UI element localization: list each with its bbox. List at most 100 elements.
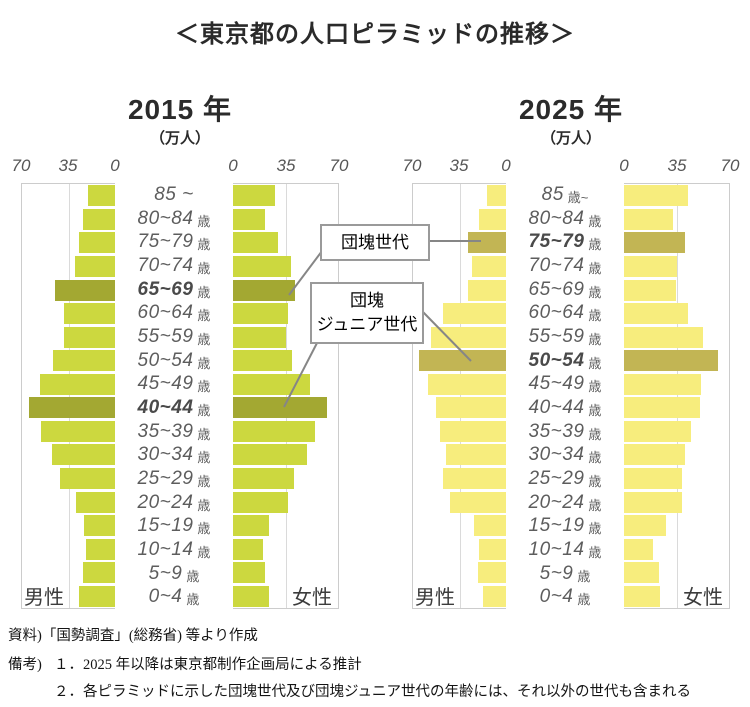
population-bar bbox=[479, 538, 506, 560]
age-group-label: 65~69 歳 bbox=[528, 278, 602, 300]
pyramid-2015: 2015 年 （万人） 70 35 0 0 35 70 85 ~80~84 歳 75~79 歳… bbox=[12, 94, 348, 609]
population-bar bbox=[233, 562, 265, 584]
population-bar bbox=[74, 255, 115, 277]
annotation-dankai-generation: 団塊世代 bbox=[320, 224, 430, 261]
population-bar bbox=[428, 373, 506, 395]
age-group-label: 45~49 歳 bbox=[137, 373, 211, 395]
x-axis-ticks-female-2015: 0 35 70 bbox=[228, 156, 348, 178]
population-bar bbox=[59, 468, 115, 490]
population-bar bbox=[445, 444, 506, 466]
axis-tick: 70 bbox=[11, 156, 31, 175]
axis-tick: 0 bbox=[228, 156, 238, 175]
population-bar bbox=[82, 208, 115, 230]
axis-tick: 35 bbox=[276, 156, 296, 175]
population-bar bbox=[29, 397, 115, 419]
population-bar bbox=[624, 255, 677, 277]
population-bar bbox=[233, 468, 294, 490]
population-bar bbox=[624, 491, 682, 513]
population-bar bbox=[233, 538, 264, 560]
male-bars-panel-2015 bbox=[21, 183, 115, 609]
axis-tick: 0 bbox=[501, 156, 511, 175]
annotation-text: 団塊世代 bbox=[341, 232, 409, 252]
age-group-label: 80~84 歳 bbox=[137, 207, 211, 229]
axis-tick: 35 bbox=[58, 156, 78, 175]
population-bar bbox=[468, 279, 506, 301]
population-bar bbox=[624, 468, 682, 490]
population-bar bbox=[477, 562, 506, 584]
chart-unit-label-2015: （万人） bbox=[149, 130, 210, 147]
female-bars-panel-2025 bbox=[624, 183, 730, 609]
x-axis-ticks-male-2025: 70 35 0 bbox=[403, 156, 511, 178]
population-bar bbox=[624, 208, 673, 230]
population-bar bbox=[442, 468, 506, 490]
population-bar bbox=[233, 491, 288, 513]
population-bar bbox=[487, 185, 506, 207]
axis-tick: 70 bbox=[402, 156, 422, 175]
population-bar bbox=[449, 491, 506, 513]
age-group-label: 10~14 歳 bbox=[528, 538, 602, 560]
population-bar bbox=[440, 420, 506, 442]
age-group-label: 50~54 歳 bbox=[528, 349, 602, 371]
age-group-label: 0~4 歳 bbox=[539, 586, 591, 608]
axis-tick: 0 bbox=[110, 156, 120, 175]
chart-year-title-2025: 2025 年 bbox=[518, 94, 624, 125]
population-bar bbox=[233, 255, 291, 277]
population-bar bbox=[233, 420, 315, 442]
age-group-label: 75~79 歳 bbox=[528, 231, 602, 253]
population-bar bbox=[64, 303, 115, 325]
population-bar bbox=[624, 538, 653, 560]
annotation-text-line1: 団塊 bbox=[350, 291, 384, 311]
population-bar bbox=[624, 562, 659, 584]
population-bar bbox=[233, 585, 270, 607]
age-group-label: 55~59 歳 bbox=[137, 325, 211, 347]
axis-tick: 35 bbox=[449, 156, 469, 175]
population-bar bbox=[39, 373, 115, 395]
population-bar bbox=[64, 326, 115, 348]
gridline-35 bbox=[676, 184, 678, 608]
female-series-label: 女性 bbox=[683, 587, 723, 609]
age-group-label: 85 ~ bbox=[154, 183, 194, 205]
population-bar bbox=[624, 185, 688, 207]
population-bar bbox=[418, 350, 506, 372]
x-axis-ticks-female-2025: 0 35 70 bbox=[619, 156, 739, 178]
population-bar bbox=[624, 279, 676, 301]
population-bar bbox=[233, 444, 308, 466]
age-group-label: 55~59 歳 bbox=[528, 325, 602, 347]
source-note: 資料)「国勢調査」(総務省) 等より作成 bbox=[8, 628, 258, 644]
age-labels-column-2015: 85 ~80~84 歳 75~79 歳 70~74 歳 65~69 歳 60~64 歳 55~59 歳… bbox=[115, 183, 233, 609]
population-bar bbox=[233, 232, 279, 254]
axis-tick: 35 bbox=[667, 156, 687, 175]
annotation-text-line2: ジュニア世代 bbox=[316, 315, 418, 334]
population-bar bbox=[479, 208, 506, 230]
population-bar bbox=[233, 397, 327, 419]
chart-year-title-2015: 2015 年 bbox=[127, 94, 233, 125]
age-group-label: 30~34 歳 bbox=[137, 444, 211, 466]
age-group-label: 65~69 歳 bbox=[137, 278, 211, 300]
population-bar bbox=[624, 515, 667, 537]
age-group-label: 25~29 歳 bbox=[528, 467, 602, 489]
pyramid-2025: 2025 年 （万人） 70 35 0 0 35 70 85 歳~ 80~84 歳 75~79 歳… bbox=[403, 94, 739, 609]
population-bar bbox=[233, 279, 296, 301]
remarks-block: 備考) １．2025 年以降は東京都制作企画局による推計 ２．各ピラミッドに示し… bbox=[8, 653, 746, 707]
age-group-label: 40~44 歳 bbox=[528, 396, 602, 418]
population-bar bbox=[624, 303, 688, 325]
population-bar bbox=[82, 562, 115, 584]
age-group-label: 50~54 歳 bbox=[137, 349, 211, 371]
population-bar bbox=[430, 326, 506, 348]
axis-tick: 70 bbox=[720, 156, 740, 175]
age-group-label: 25~29 歳 bbox=[137, 467, 211, 489]
female-series-label: 女性 bbox=[292, 587, 332, 609]
population-bar bbox=[624, 232, 685, 254]
age-group-label: 70~74 歳 bbox=[528, 254, 602, 276]
age-group-label: 85 歳~ bbox=[541, 183, 589, 205]
population-bar bbox=[624, 350, 718, 372]
population-bar bbox=[233, 303, 288, 325]
age-group-label: 35~39 歳 bbox=[137, 420, 211, 442]
population-bar bbox=[624, 373, 702, 395]
remark-1: １．2025 年以降は東京都制作企画局による推計 bbox=[54, 657, 362, 673]
population-bar bbox=[624, 444, 685, 466]
age-group-label: 60~64 歳 bbox=[528, 302, 602, 324]
population-bar bbox=[624, 326, 703, 348]
age-group-label: 15~19 歳 bbox=[137, 515, 211, 537]
population-bar bbox=[233, 185, 276, 207]
